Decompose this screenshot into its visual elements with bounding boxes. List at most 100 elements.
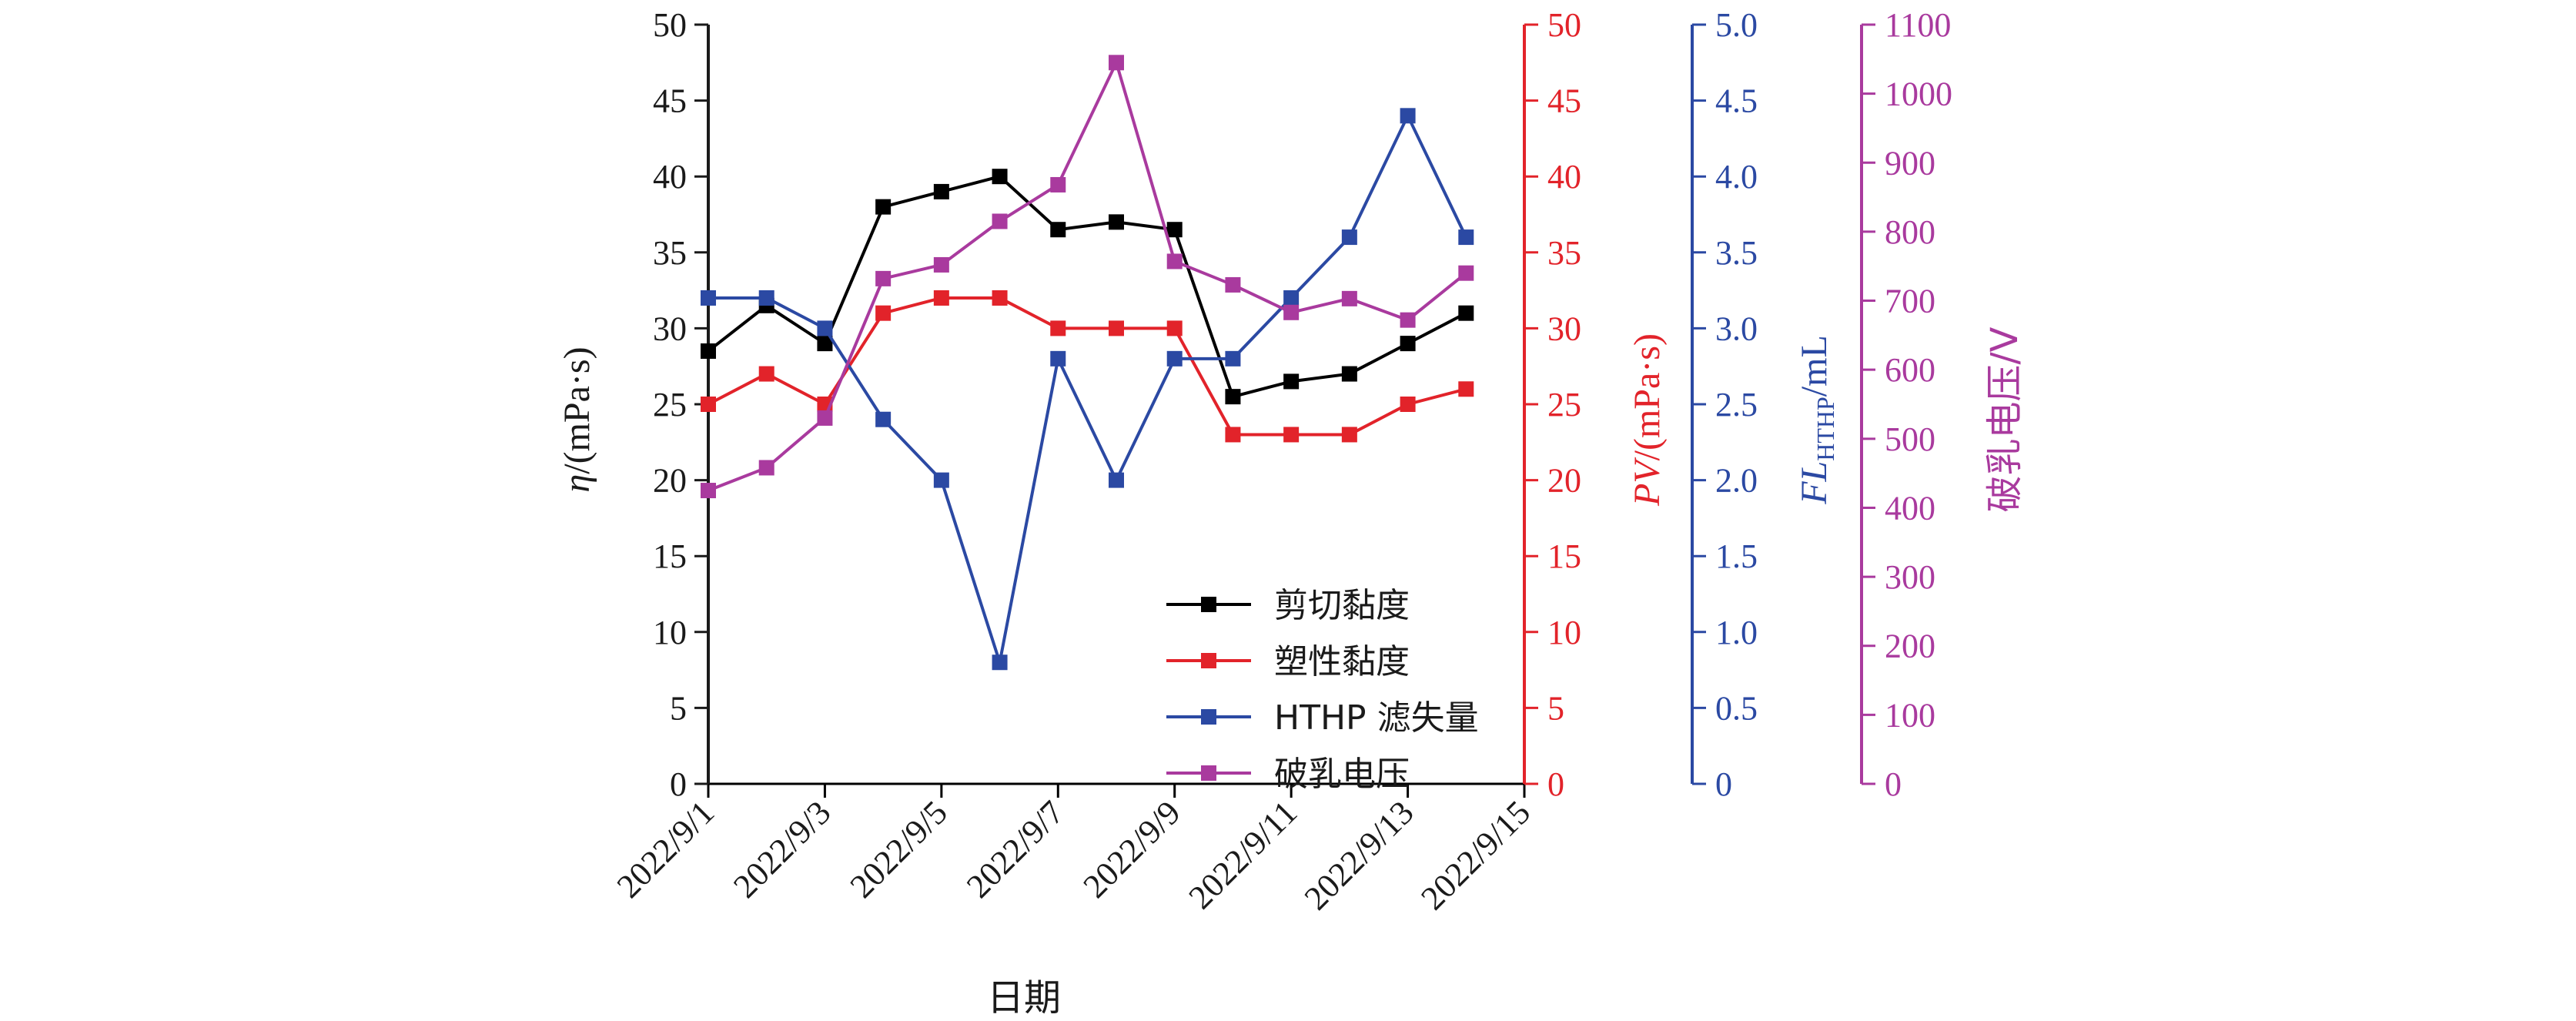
es-tick-label: 1100	[1885, 6, 1951, 44]
x-tick-label: 2022/9/7	[959, 793, 1071, 905]
data-point	[1458, 381, 1474, 397]
data-point	[875, 270, 892, 286]
fl-tick-label: 3.0	[1715, 310, 1758, 347]
es-tick-label: 300	[1885, 558, 1935, 596]
pv-tick-label: 40	[1547, 158, 1581, 196]
eta-tick-label: 45	[653, 82, 687, 120]
pv-tick-label: 5	[1547, 689, 1564, 727]
eta-axis-title-symbol: η	[557, 474, 597, 493]
legend-swatch-marker	[1201, 709, 1216, 725]
data-point	[1050, 176, 1066, 192]
eta-tick-label: 25	[653, 386, 687, 423]
data-point	[758, 366, 774, 382]
fl-tick-label: 4.0	[1715, 158, 1758, 196]
legend-swatch-marker	[1201, 653, 1216, 668]
fl-tick-label: 1.0	[1715, 614, 1758, 651]
series-layer	[701, 55, 1474, 671]
data-point	[1341, 427, 1357, 443]
es-tick-label: 700	[1885, 283, 1935, 320]
data-point	[1283, 427, 1300, 443]
data-point	[1225, 389, 1241, 405]
data-point	[933, 290, 949, 306]
eta-axis-title-unit: /(mPa·s)	[557, 346, 597, 474]
es-tick-label: 0	[1885, 765, 1902, 803]
data-point	[1225, 427, 1241, 443]
pv-tick-label: 50	[1547, 6, 1581, 44]
pv-tick-label: 25	[1547, 386, 1581, 423]
legend-swatch-marker	[1201, 597, 1216, 612]
x-axis-title: 日期	[987, 976, 1061, 1019]
x-tick-label: 2022/9/11	[1182, 793, 1305, 916]
x-tick-label: 2022/9/3	[726, 793, 838, 905]
eta-tick-label: 30	[653, 310, 687, 347]
pv-axis-title: PV/(mPa·s)	[1627, 333, 1668, 507]
data-point	[933, 256, 949, 273]
data-point	[1166, 350, 1183, 367]
data-point	[701, 343, 716, 359]
data-point	[933, 183, 949, 199]
data-point	[933, 472, 949, 488]
data-point	[1458, 305, 1474, 321]
fl-tick-label: 1.5	[1715, 537, 1758, 575]
data-point	[758, 290, 774, 306]
data-point	[1458, 265, 1474, 281]
x-tick-label: 2022/9/9	[1076, 793, 1188, 905]
data-point	[758, 460, 774, 476]
es-axis-title-unit: 破乳电压/V	[1983, 326, 2026, 512]
x-tick-label: 2022/9/15	[1413, 793, 1537, 917]
pv-axis-title-unit: /(mPa·s)	[1627, 333, 1668, 460]
pv-tick-label: 15	[1547, 537, 1581, 575]
pv-axis-title-symbol: PV	[1627, 457, 1668, 507]
data-point	[992, 169, 1008, 185]
x-tick-label: 2022/9/5	[843, 793, 955, 905]
es-tick-label: 600	[1885, 351, 1935, 389]
data-point	[1341, 366, 1357, 382]
data-point	[1400, 312, 1416, 328]
pv-tick-label: 0	[1547, 765, 1564, 803]
series-2	[701, 108, 1474, 671]
data-point	[875, 411, 892, 427]
fl-tick-label: 0	[1715, 765, 1732, 803]
data-point	[1225, 276, 1241, 293]
series-line	[708, 296, 1467, 437]
eta-axis-title: η/(mPa·s)	[557, 346, 597, 492]
series-0	[701, 169, 1474, 405]
series-line	[708, 114, 1468, 664]
es-tick-label: 900	[1885, 144, 1935, 182]
data-point	[817, 336, 833, 352]
es-tick-label: 400	[1885, 489, 1935, 527]
data-point	[875, 199, 892, 215]
legend-label: 剪切黏度	[1274, 586, 1410, 625]
data-point	[1341, 290, 1357, 306]
series-3	[701, 55, 1474, 499]
fl-tick-label: 3.5	[1715, 234, 1758, 272]
data-point	[875, 305, 892, 321]
data-point	[1341, 229, 1357, 246]
fl-axis-title-unit: /mL	[1794, 335, 1835, 397]
data-point	[1166, 253, 1183, 269]
legend-swatch-marker	[1201, 765, 1216, 781]
data-point	[1166, 222, 1183, 238]
data-point	[992, 290, 1008, 306]
pv-tick-label: 10	[1547, 614, 1581, 651]
series-1	[701, 290, 1474, 443]
pv-tick-label: 35	[1547, 234, 1581, 272]
data-point	[992, 213, 1008, 229]
data-point	[992, 654, 1008, 671]
legend-label: HTHP 滤失量	[1274, 698, 1479, 738]
data-point	[1400, 108, 1416, 124]
es-axis-title: 破乳电压/V	[1983, 326, 2026, 512]
axes-layer: 2022/9/1 2022/9/3 2022/9/5 2022/9/7 2022/9/9…	[557, 6, 2026, 1019]
data-point	[1225, 350, 1241, 367]
pv-tick-label: 30	[1547, 310, 1581, 347]
fl-tick-label: 4.5	[1715, 82, 1758, 120]
legend-label: 破乳电压	[1274, 755, 1410, 794]
series-line	[708, 61, 1467, 492]
data-point	[1050, 222, 1066, 238]
legend-label: 塑性黏度	[1274, 642, 1410, 681]
eta-tick-label: 10	[653, 614, 687, 651]
fl-tick-label: 2.0	[1715, 462, 1758, 500]
eta-tick-label: 50	[653, 6, 687, 44]
